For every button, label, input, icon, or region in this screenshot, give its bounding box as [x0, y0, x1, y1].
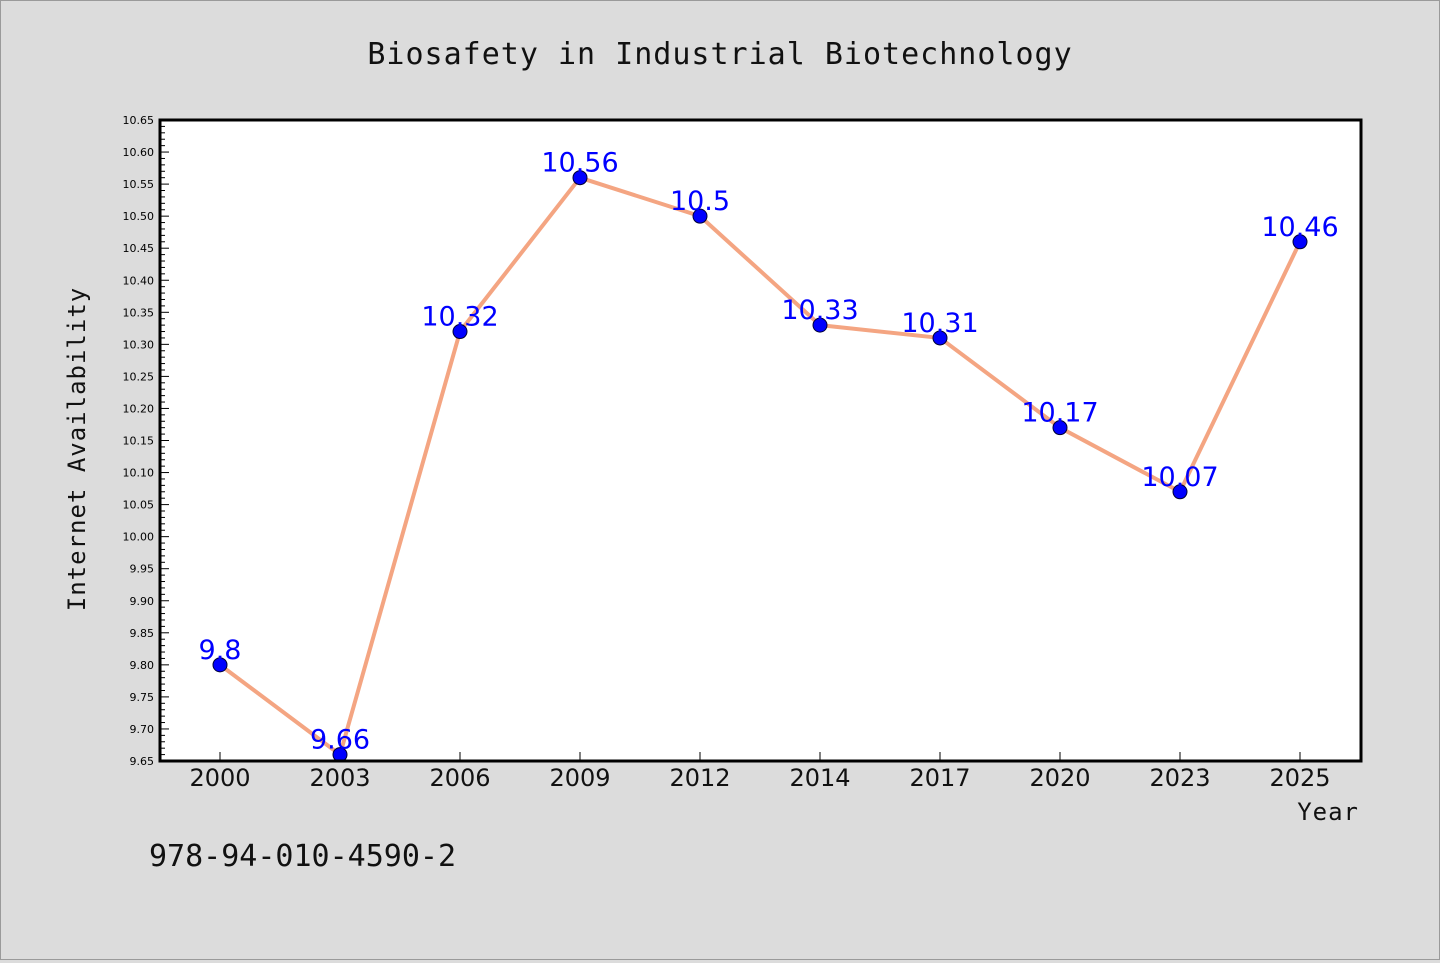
y-tick-label: 9.65 [130, 755, 155, 768]
y-axis-label: Internet Availability [63, 287, 91, 611]
isbn-annotation: 978-94-010-4590-2 [149, 839, 456, 874]
data-point [212, 657, 228, 673]
y-tick-label: 10.45 [123, 242, 155, 255]
data-label: 10.5 [670, 186, 730, 217]
data-label: 10.17 [1021, 398, 1098, 429]
data-label: 10.07 [1141, 462, 1218, 493]
y-tick-label: 10.15 [123, 435, 155, 448]
y-tick-label: 10.65 [123, 114, 155, 127]
chart-title: Biosafety in Industrial Biotechnology [367, 37, 1072, 72]
data-label: 10.31 [901, 308, 978, 339]
y-tick-label: 10.35 [123, 306, 155, 319]
y-tick-label: 10.50 [123, 210, 155, 223]
data-point [572, 170, 588, 186]
y-tick-label: 10.60 [123, 146, 155, 159]
x-tick-label: 2014 [789, 764, 850, 792]
x-axis-label: Year [1297, 798, 1359, 826]
data-point [812, 317, 828, 333]
x-axis: 2000 2003 2006 2009 2012 2014 2017 2020 2023 2025 [189, 752, 1331, 792]
y-tick-label: 10.00 [123, 531, 155, 544]
data-label: 9.8 [199, 635, 242, 666]
y-tick-label: 10.05 [123, 499, 155, 512]
data-point [1292, 234, 1308, 250]
y-tick-label: 9.90 [130, 595, 155, 608]
series-line [218, 175, 1302, 757]
y-tick-label: 9.75 [130, 691, 155, 704]
y-tick-label: 10.30 [123, 338, 155, 351]
y-tick-label: 10.10 [123, 467, 155, 480]
x-tick-label: 2009 [549, 764, 610, 792]
x-tick-label: 2003 [309, 764, 370, 792]
data-point [452, 324, 468, 340]
y-tick-label: 10.55 [123, 178, 155, 191]
data-point [1172, 484, 1188, 500]
plot-frame [158, 118, 1363, 763]
y-tick-label: 10.20 [123, 402, 155, 415]
y-tick-label: 9.70 [130, 723, 155, 736]
data-point [692, 208, 708, 224]
x-tick-label: 2023 [1149, 764, 1210, 792]
data-point [932, 330, 948, 346]
x-tick-label: 2017 [909, 764, 970, 792]
data-label: 10.32 [421, 302, 498, 333]
y-tick-label: 10.40 [123, 274, 155, 287]
data-point [1052, 420, 1068, 436]
x-tick-label: 2006 [429, 764, 490, 792]
x-tick-label: 2020 [1029, 764, 1090, 792]
y-tick-label: 9.95 [130, 563, 155, 576]
x-tick-label: 2000 [189, 764, 250, 792]
y-tick-label: 9.80 [130, 659, 155, 672]
data-label: 10.56 [541, 148, 618, 179]
data-label: 10.33 [781, 295, 858, 326]
plot-area [160, 120, 1361, 761]
data-label: 10.46 [1261, 212, 1338, 243]
y-tick-label: 9.85 [130, 627, 155, 640]
y-tick-label: 10.25 [123, 370, 155, 383]
x-tick-label: 2012 [669, 764, 730, 792]
x-tick-label: 2025 [1269, 764, 1330, 792]
data-label: 9.66 [310, 725, 370, 756]
series-group: 9.8 9.66 10.32 10.56 10.5 10.33 10.31 10.17 10.0… [199, 148, 1339, 763]
